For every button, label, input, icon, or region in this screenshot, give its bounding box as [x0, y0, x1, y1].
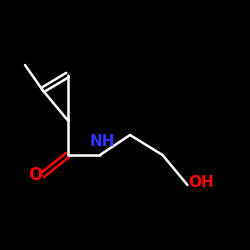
Text: OH: OH [188, 175, 214, 190]
Text: NH: NH [90, 134, 115, 149]
Text: O: O [28, 166, 42, 184]
